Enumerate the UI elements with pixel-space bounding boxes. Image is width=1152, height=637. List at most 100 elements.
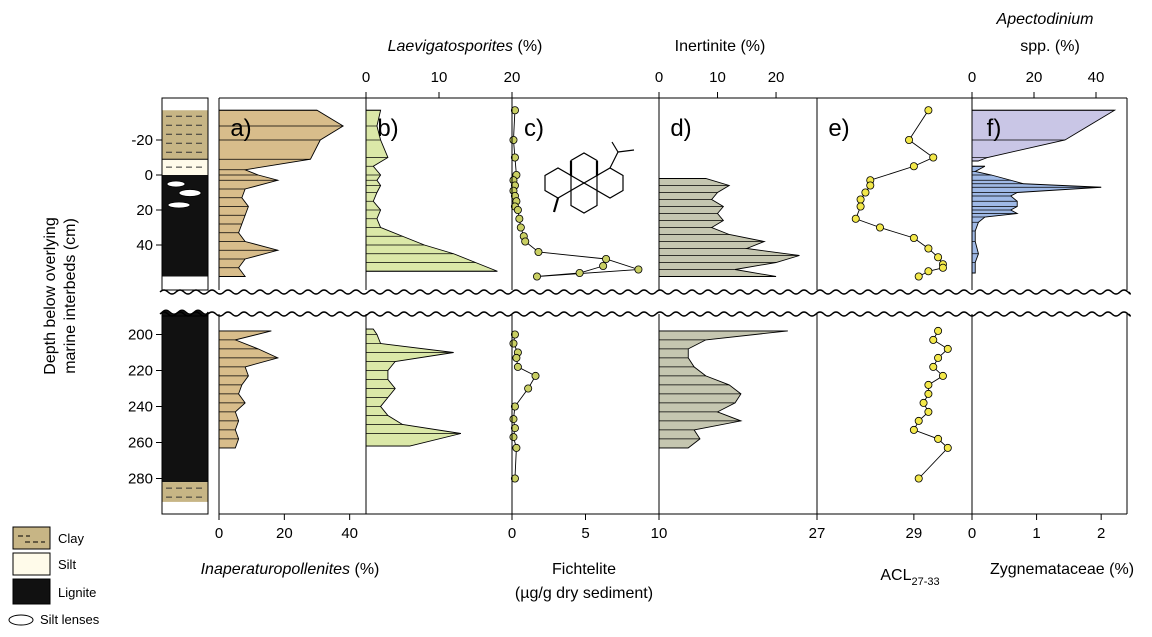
panel-d: d) <box>658 98 800 514</box>
y-tick-label: 280 <box>128 471 153 488</box>
bottom-tick-label: 0 <box>968 525 976 542</box>
point-e <box>866 181 875 190</box>
structure-ring <box>570 152 598 184</box>
panel-b-top-axis-label: Laevigatosporites (%) <box>388 38 543 55</box>
point-e <box>905 135 914 144</box>
point-c <box>512 443 521 452</box>
point-c <box>513 362 522 371</box>
point-c <box>509 339 518 348</box>
legend-label-clay: Clay <box>58 531 85 546</box>
point-e <box>924 106 933 115</box>
bottom-tick-label: 27 <box>809 525 826 542</box>
series-d-lower <box>658 330 788 449</box>
point-c <box>513 205 522 214</box>
area-d <box>658 178 800 277</box>
bottom-tick-label: 40 <box>341 525 358 542</box>
legend-swatch-silt-lenses <box>8 614 34 626</box>
top-tick-label: 10 <box>709 69 726 86</box>
legend-label-silt-lenses: Silt lenses <box>40 612 100 627</box>
point-e <box>943 443 952 452</box>
bottom-tick-label: 10 <box>651 525 668 542</box>
point-e <box>914 474 923 483</box>
point-c <box>602 254 611 263</box>
panel-letter-a: a) <box>230 115 251 142</box>
top-tick-label: 40 <box>1088 69 1105 86</box>
panel-f-top-axis-label-line1: Apectodinium <box>996 11 1094 28</box>
series-b-upper <box>365 109 498 272</box>
y-tick-label: 20 <box>136 202 153 219</box>
panel-d-top-axis-label: Inertinite (%) <box>675 38 766 55</box>
panel-c-bottom-axis-label-line1: Fichtelite <box>552 561 616 578</box>
panel-a-bottom-axis-label: Inaperaturopollenites (%) <box>201 561 380 578</box>
structure-ring <box>570 182 598 214</box>
point-c <box>509 433 518 442</box>
panel-f-bottom-axis-label: Zygnemataceae (%) <box>990 561 1134 578</box>
point-e <box>929 335 938 344</box>
top-tick-label: 0 <box>655 69 663 86</box>
panel-e: e) <box>816 98 952 514</box>
legend-label-lignite: Lignite <box>58 585 96 600</box>
point-c <box>509 135 518 144</box>
series-a-upper <box>218 109 344 277</box>
silt-lens <box>166 180 186 188</box>
point-c <box>509 415 518 424</box>
point-e <box>943 344 952 353</box>
point-c <box>510 402 519 411</box>
panel-f: f) <box>971 98 1117 514</box>
bottom-tick-label: 0 <box>215 525 223 542</box>
point-c <box>515 214 524 223</box>
point-c <box>575 268 584 277</box>
top-tick-label: 20 <box>768 69 785 86</box>
point-e <box>909 233 918 242</box>
point-e <box>861 188 870 197</box>
point-e <box>909 162 918 171</box>
panel-letter-f: f) <box>987 115 1002 142</box>
y-tick-label: 240 <box>128 399 153 416</box>
structure-bond <box>552 197 560 213</box>
structure-ring <box>544 167 572 199</box>
break-line-lower <box>159 311 1131 317</box>
point-e <box>919 398 928 407</box>
point-e <box>938 371 947 380</box>
y-tick-label: 40 <box>136 237 153 254</box>
point-c <box>521 237 530 246</box>
point-e <box>924 389 933 398</box>
panel-c-bottom-axis-label-line2: (µg/g dry sediment) <box>515 585 653 602</box>
bottom-tick-label: 2 <box>1097 525 1105 542</box>
point-e <box>875 223 884 232</box>
point-c <box>599 261 608 270</box>
point-c <box>510 106 519 115</box>
legend-swatch-clay <box>12 526 51 550</box>
silt-lens <box>167 201 191 209</box>
y-tick-label: 200 <box>128 327 153 344</box>
point-e <box>929 153 938 162</box>
point-c <box>512 353 521 362</box>
lithology-frame-upper <box>161 97 209 291</box>
panel-e-bottom-axis-label: ACL27-33 <box>880 567 939 588</box>
point-e <box>934 353 943 362</box>
break-line-upper <box>159 289 1131 295</box>
panel-letter-c: c) <box>524 115 544 142</box>
point-c <box>516 223 525 232</box>
point-e <box>934 434 943 443</box>
legend: Clay Silt Lignite Silt lenses <box>8 526 100 627</box>
structure-bond <box>617 149 635 153</box>
area-b <box>365 328 462 447</box>
y-tick-label: 0 <box>145 167 153 184</box>
panel-f-top-axis-label-line2: spp. (%) <box>1020 38 1080 55</box>
series-d-upper <box>658 178 800 277</box>
structure-ring <box>596 167 624 199</box>
point-c <box>531 371 540 380</box>
point-e <box>934 326 943 335</box>
point-e <box>929 362 938 371</box>
point-e <box>914 416 923 425</box>
series-f-upper <box>971 165 1102 274</box>
point-c <box>532 272 541 281</box>
bottom-tick-label: 0 <box>508 525 516 542</box>
panel-b: b) <box>365 98 498 514</box>
point-e <box>924 244 933 253</box>
legend-label-silt: Silt <box>58 557 76 572</box>
panel-letter-e: e) <box>828 115 849 142</box>
point-c <box>534 247 543 256</box>
bottom-tick-label: 29 <box>906 525 923 542</box>
